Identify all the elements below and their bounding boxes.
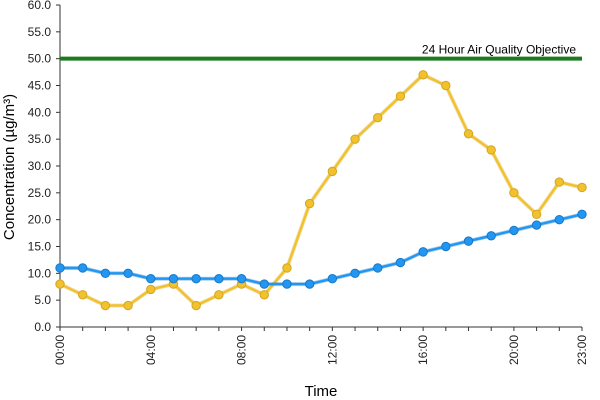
data-point bbox=[77, 263, 88, 273]
data-point bbox=[191, 274, 201, 284]
data-point bbox=[418, 70, 428, 80]
data-point bbox=[418, 247, 428, 257]
data-point bbox=[509, 225, 519, 236]
data-point bbox=[100, 268, 111, 279]
data-point bbox=[486, 231, 496, 241]
y-tick-label: 15.0 bbox=[28, 240, 52, 254]
y-tick-label: 35.0 bbox=[28, 132, 52, 146]
reference-layer: 24 Hour Air Quality Objective bbox=[60, 43, 582, 61]
data-point bbox=[146, 284, 156, 295]
x-tick-label: 20:00 bbox=[507, 335, 521, 365]
x-tick-label: 00:00 bbox=[53, 335, 67, 365]
x-tick-label: 12:00 bbox=[325, 335, 339, 365]
data-point bbox=[146, 274, 156, 284]
data-point bbox=[395, 257, 406, 268]
y-tick-label: 60.0 bbox=[28, 0, 52, 12]
y-axis-title: Concentration (µg/m³) bbox=[1, 94, 18, 240]
series-1 bbox=[55, 209, 587, 289]
data-point bbox=[373, 113, 383, 123]
y-tick-label: 30.0 bbox=[28, 159, 52, 173]
data-point bbox=[486, 145, 496, 155]
data-point bbox=[577, 182, 587, 193]
data-point bbox=[554, 177, 565, 187]
data-point bbox=[373, 263, 383, 273]
data-point bbox=[168, 274, 179, 284]
data-point bbox=[531, 220, 542, 230]
y-tick-label: 50.0 bbox=[28, 52, 52, 66]
series-layer bbox=[55, 70, 587, 311]
data-point bbox=[55, 279, 65, 289]
data-point bbox=[123, 268, 133, 279]
series-line bbox=[60, 213, 583, 286]
y-tick-label: 10.0 bbox=[28, 266, 52, 280]
data-point bbox=[509, 188, 519, 198]
data-point bbox=[577, 209, 587, 220]
x-tick-label: 08:00 bbox=[235, 335, 249, 365]
series-line-shadow bbox=[59, 72, 583, 308]
data-point bbox=[259, 290, 269, 300]
data-point bbox=[282, 279, 292, 289]
data-point bbox=[327, 166, 338, 177]
x-tick-label: 04:00 bbox=[144, 335, 158, 365]
data-point bbox=[350, 268, 360, 279]
data-point bbox=[441, 241, 451, 252]
data-point bbox=[531, 209, 542, 220]
y-tick-label: 5.0 bbox=[34, 293, 51, 307]
data-point bbox=[259, 279, 269, 289]
data-point bbox=[463, 129, 474, 139]
data-point bbox=[327, 274, 338, 284]
series-line-shadow bbox=[60, 212, 583, 287]
axes: 0.0 5.0 10.0 15.0 20.0 25.0 30.0 35.0 40.0 45.0 50… bbox=[28, 0, 589, 365]
y-tick-label: 25.0 bbox=[28, 186, 52, 200]
y-tick-label: 45.0 bbox=[28, 79, 52, 93]
data-point bbox=[123, 300, 133, 311]
x-tick-label: 23:00 bbox=[575, 335, 589, 365]
data-point bbox=[463, 236, 474, 246]
data-point bbox=[441, 80, 451, 91]
y-tick-label: 0.0 bbox=[34, 320, 51, 334]
objective-label: 24 Hour Air Quality Objective bbox=[422, 43, 576, 57]
data-point bbox=[236, 274, 247, 284]
data-point bbox=[554, 214, 565, 225]
data-point bbox=[191, 300, 201, 311]
x-axis-title: Time bbox=[305, 383, 338, 400]
data-point bbox=[395, 91, 406, 101]
y-tick-label: 55.0 bbox=[28, 25, 52, 39]
data-point bbox=[304, 279, 315, 289]
data-point bbox=[282, 263, 292, 273]
y-tick-label: 20.0 bbox=[28, 213, 52, 227]
data-point bbox=[77, 290, 88, 300]
data-point bbox=[304, 198, 315, 209]
series-0 bbox=[55, 70, 587, 311]
x-tick-label: 16:00 bbox=[416, 335, 430, 365]
data-point bbox=[214, 274, 224, 284]
data-point bbox=[55, 263, 65, 273]
y-tick-label: 40.0 bbox=[28, 105, 52, 119]
data-point bbox=[350, 134, 360, 144]
data-point bbox=[100, 300, 111, 311]
data-point bbox=[214, 290, 224, 300]
